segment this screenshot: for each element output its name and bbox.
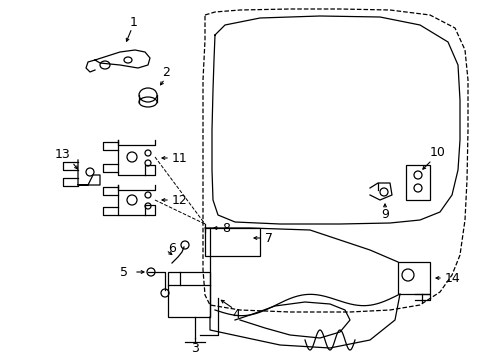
Bar [405, 165, 429, 200]
Text: 3: 3 [191, 342, 199, 355]
Text: 1: 1 [130, 15, 138, 28]
Text: 7: 7 [264, 231, 272, 244]
Text: 8: 8 [222, 221, 229, 234]
Text: 9: 9 [380, 208, 388, 221]
Text: 14: 14 [444, 271, 460, 284]
Text: 6: 6 [168, 242, 176, 255]
Text: 5: 5 [120, 266, 128, 279]
Text: 2: 2 [162, 67, 169, 80]
Bar [397, 262, 429, 294]
Bar [204, 228, 260, 256]
Text: 12: 12 [172, 194, 187, 207]
Text: 13: 13 [55, 148, 71, 162]
Text: 4: 4 [231, 309, 240, 321]
Text: 10: 10 [429, 145, 445, 158]
Bar [168, 272, 209, 317]
Text: 11: 11 [172, 152, 187, 165]
